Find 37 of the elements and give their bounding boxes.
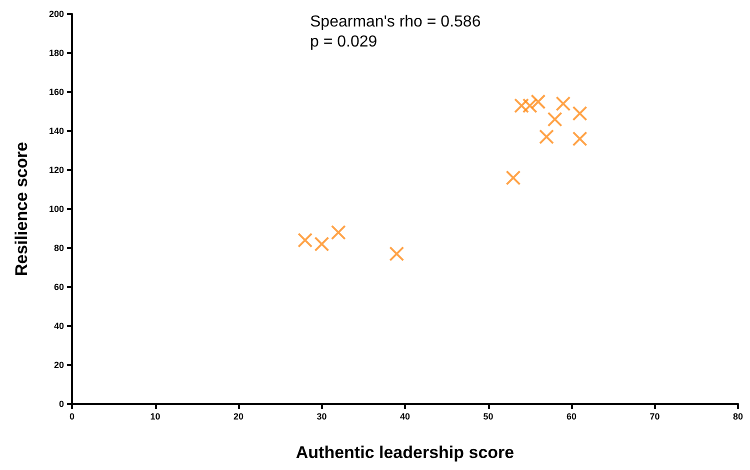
x-tick-label: 50	[483, 412, 494, 422]
y-tick-label: 40	[54, 321, 64, 331]
y-tick-label: 100	[48, 204, 64, 214]
x-tick-label: 80	[732, 412, 744, 422]
x-tick-label: 0	[69, 412, 75, 422]
point	[572, 131, 588, 146]
point	[514, 98, 530, 114]
point	[522, 98, 538, 114]
y-tick-label: 180	[48, 48, 64, 58]
y-tick-label: 0	[58, 399, 64, 409]
point	[314, 236, 330, 252]
point	[539, 129, 554, 144]
x-tick-label: 10	[150, 412, 160, 422]
y-axis-title: Resilience score	[12, 142, 31, 276]
point	[530, 94, 546, 110]
x-tick-label: 30	[316, 412, 327, 422]
y-tick-label: 60	[54, 282, 64, 292]
x-axis-title: Authentic leadership score	[296, 443, 514, 462]
point	[572, 106, 588, 121]
point	[330, 224, 346, 240]
annotation: p = 0.029	[310, 34, 378, 50]
x-tick-label: 70	[650, 412, 660, 422]
y-tick-label: 120	[48, 165, 64, 175]
point	[389, 246, 404, 262]
x-tick-label: 40	[400, 412, 410, 422]
x-tick-label: 60	[566, 412, 577, 422]
y-tick-label: 160	[48, 87, 64, 97]
y-tick-label: 140	[48, 126, 64, 136]
y-tick-label: 80	[54, 243, 64, 253]
point	[556, 96, 571, 112]
point	[506, 170, 521, 186]
y-tick-label: 200	[48, 9, 64, 19]
point	[298, 232, 313, 248]
annotation: Spearman's rho = 0.586	[310, 14, 481, 30]
x-tick-label: 20	[233, 412, 244, 422]
y-tick-label: 20	[54, 360, 64, 370]
point	[547, 112, 562, 127]
